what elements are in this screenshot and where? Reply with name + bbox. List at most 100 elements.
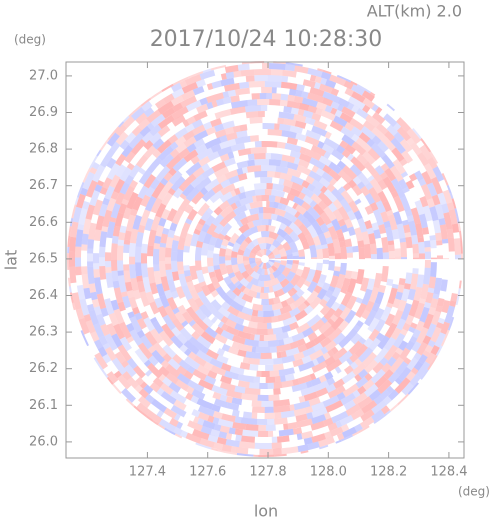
echo-cell xyxy=(278,367,295,377)
echo-cell xyxy=(227,305,240,317)
echo-cell xyxy=(286,100,301,109)
echo-cell xyxy=(403,357,412,365)
echo-cell xyxy=(356,107,369,120)
y-tick-label: 26.5 xyxy=(29,251,58,266)
echo-cell xyxy=(412,328,422,339)
echo-cell xyxy=(273,430,279,436)
echo-cell xyxy=(263,310,275,317)
echo-cell xyxy=(415,361,431,379)
echo-cell xyxy=(284,142,302,153)
echo-cell xyxy=(271,247,281,256)
echo-cell xyxy=(318,177,331,188)
echo-cell xyxy=(341,371,356,384)
echo-cell xyxy=(141,243,148,254)
echo-cell xyxy=(392,298,401,309)
echo-cell xyxy=(128,164,141,178)
echo-cell xyxy=(262,304,273,311)
echo-cell xyxy=(450,292,458,302)
echo-cell xyxy=(67,246,70,254)
echo-cell xyxy=(280,375,286,382)
echo-cell xyxy=(430,345,440,356)
echo-cell xyxy=(206,223,217,236)
echo-cell xyxy=(336,160,347,170)
echo-cell xyxy=(342,165,358,181)
echo-cell xyxy=(348,200,360,213)
echo-cell xyxy=(236,282,244,290)
echo-cell xyxy=(310,319,325,333)
echo-cell xyxy=(147,122,155,131)
chart-title: 2017/10/24 10:28:30 xyxy=(150,27,383,52)
echo-cell xyxy=(150,316,158,324)
echo-cell xyxy=(136,402,151,416)
echo-cell xyxy=(428,276,437,289)
echo-cell xyxy=(155,202,167,218)
echo-cell xyxy=(258,243,267,250)
echo-cell xyxy=(254,141,262,148)
echo-cell xyxy=(184,275,193,283)
echo-cell xyxy=(419,144,433,160)
echo-cell xyxy=(117,270,124,276)
echo-cell xyxy=(221,413,236,423)
echo-cell xyxy=(337,97,350,108)
echo-cell xyxy=(289,321,300,331)
echo-cell xyxy=(249,262,257,269)
echo-cell xyxy=(117,260,124,271)
echo-cell xyxy=(395,347,404,356)
echo-cell xyxy=(364,372,373,382)
echo-cell xyxy=(88,283,97,293)
echo-cell xyxy=(129,242,136,257)
echo-cell xyxy=(405,179,415,190)
echo-cell xyxy=(223,82,240,92)
echo-cell xyxy=(150,398,167,413)
echo-cell xyxy=(230,189,237,197)
echo-cell xyxy=(252,219,262,227)
echo-cell xyxy=(303,280,312,288)
echo-cell xyxy=(196,147,214,161)
echo-cell xyxy=(283,423,289,430)
echo-cell xyxy=(418,353,428,365)
echo-cell xyxy=(198,378,214,391)
echo-cell xyxy=(256,225,266,232)
echo-cell xyxy=(184,204,194,214)
echo-cell xyxy=(394,248,401,257)
echo-cell xyxy=(155,224,165,237)
echo-cell xyxy=(290,287,298,295)
echo-cell xyxy=(418,298,426,305)
echo-cell xyxy=(260,176,273,184)
echo-cell xyxy=(286,137,299,146)
echo-cell xyxy=(448,208,458,225)
echo-cell xyxy=(219,222,233,237)
echo-cell xyxy=(355,268,365,285)
echo-cell xyxy=(254,171,268,178)
echo-cell xyxy=(94,229,102,242)
echo-cell xyxy=(184,348,192,357)
echo-cell xyxy=(400,328,408,336)
echo-cell xyxy=(106,157,117,169)
echo-cell xyxy=(380,211,390,223)
echo-cell xyxy=(391,283,399,289)
echo-cell xyxy=(246,267,255,276)
echo-cell xyxy=(201,223,211,233)
echo-cell xyxy=(384,313,396,327)
echo-cell xyxy=(385,226,394,242)
echo-cell xyxy=(309,157,326,170)
echo-cell xyxy=(228,427,236,435)
echo-cell xyxy=(185,432,202,444)
echo-cell xyxy=(335,420,343,429)
echo-cell xyxy=(346,153,355,161)
echo-cell xyxy=(165,263,172,271)
echo-cell xyxy=(297,232,307,243)
echo-cell xyxy=(257,430,269,437)
echo-cell xyxy=(339,112,353,124)
echo-cell xyxy=(247,289,258,298)
echo-cell xyxy=(210,316,218,324)
echo-cell xyxy=(247,153,255,161)
echo-cell xyxy=(225,432,233,440)
echo-cell xyxy=(396,126,412,142)
echo-cell xyxy=(249,260,256,265)
echo-cell xyxy=(234,416,242,424)
echo-cell xyxy=(146,109,162,124)
echo-cell xyxy=(219,135,228,143)
echo-cell xyxy=(401,288,410,302)
echo-cell xyxy=(268,259,275,263)
